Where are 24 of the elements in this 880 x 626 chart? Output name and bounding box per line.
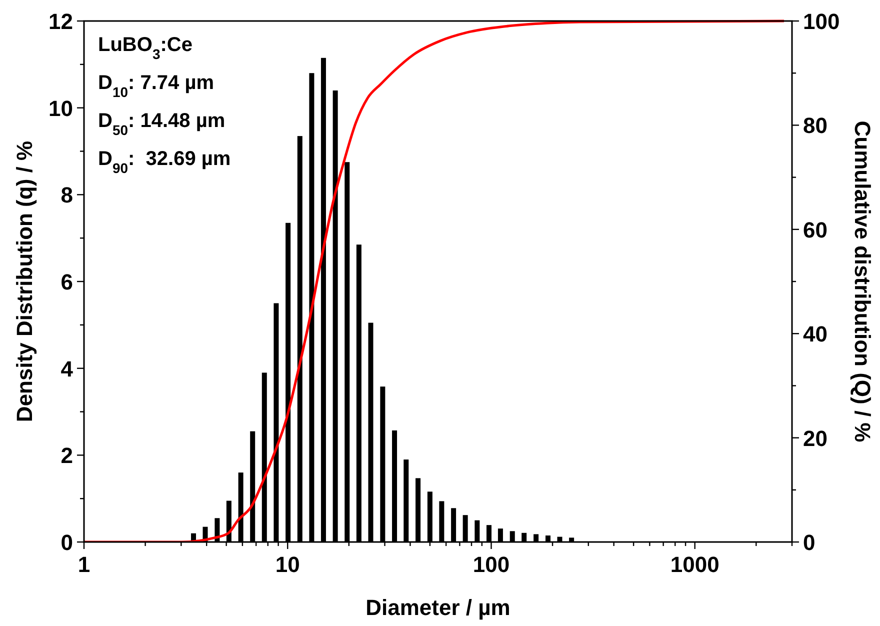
annotation: D$_{90}$: 32.69 µm [98,148,231,176]
y2-tick-label: 20 [803,426,828,451]
y-tick-label: 8 [60,182,73,208]
y2-tick-label: 60 [803,217,828,242]
x-tick-label: 10 [275,552,300,577]
y-tick-label: 2 [60,443,73,468]
x-tick-label: 1 [78,552,90,577]
x-tick-label: 100 [472,552,510,577]
y-tick-label: 6 [60,270,73,294]
annotation: LuBO$_{3}$:Ce [98,34,192,62]
annotation: D$_{50}$: 14.48 µm [98,110,226,138]
y-tick-label: 10 [48,96,73,121]
x-tick-label: 1000 [670,552,720,577]
y-tick-label: 4 [60,356,74,382]
annotation: D$_{10}$: 7.74 µm [98,72,214,100]
y-axis-title: Density Distribution (q) / % [12,140,37,422]
y2-axis-title: Cumulative distribution (Q) / % [850,120,875,442]
y-tick-label: 0 [60,530,73,555]
y2-tick-label: 80 [803,113,828,138]
y2-tick-label: 0 [803,530,816,555]
y2-tick-label: 100 [803,9,840,34]
y-tick-label: 12 [48,9,73,34]
y2-tick-label: 40 [803,322,828,347]
x-axis-title: Diameter / µm [366,595,510,620]
